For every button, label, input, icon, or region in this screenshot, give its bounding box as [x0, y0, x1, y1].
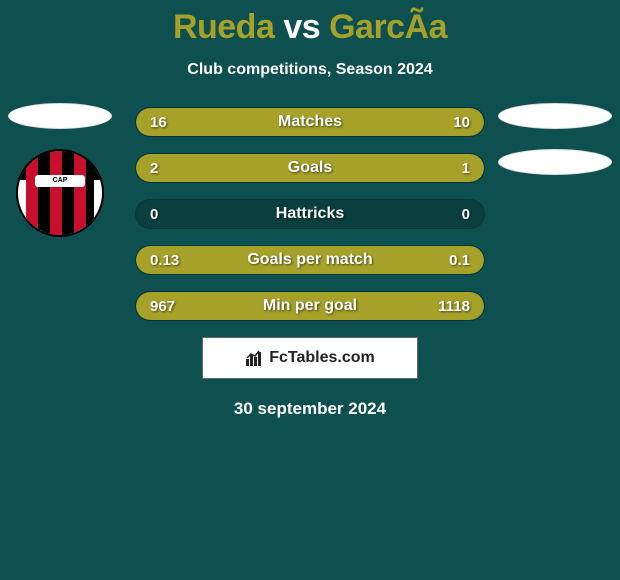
stat-value-left: 16 — [150, 114, 167, 131]
stat-label: Matches — [278, 113, 342, 131]
stat-row: 967 1118 Min per goal — [135, 291, 485, 321]
stat-value-right: 10 — [453, 114, 470, 131]
badge-scroll: CAP — [35, 175, 85, 187]
player1-club-badge: CAP — [16, 149, 104, 237]
stat-bars: 16 10 Matches 2 1 Goals 0 0 Hattricks 0.13 0.1 Goal… — [135, 107, 485, 321]
stat-value-right: 0 — [462, 206, 470, 223]
stat-row: 0 0 Hattricks — [135, 199, 485, 229]
stat-value-right: 1118 — [438, 298, 470, 315]
stat-label: Min per goal — [263, 297, 357, 315]
stat-value-left: 0 — [150, 206, 158, 223]
stat-value-right: 1 — [462, 160, 470, 177]
brand-badge: FcTables.com — [202, 337, 418, 379]
main-content: CAP 1610Matches21Goals00Hattricks0.130.1… — [0, 107, 620, 419]
player2-photo-placeholder — [498, 103, 612, 129]
stat-label: Hattricks — [276, 205, 344, 223]
page-title: Rueda vs GarcÃ­a — [0, 0, 620, 47]
stat-row: 2 1 Goals — [135, 153, 485, 183]
stat-value-left: 967 — [150, 298, 175, 315]
left-column: CAP — [8, 103, 112, 237]
stat-row: 16 10 Matches — [135, 107, 485, 137]
badge-stripes — [26, 151, 94, 235]
vs-text: vs — [283, 8, 320, 46]
stat-value-left: 0.13 — [150, 252, 179, 269]
chart-icon — [245, 349, 263, 367]
player1-name: Rueda — [173, 8, 274, 46]
footer-date: 30 september 2024 — [0, 399, 620, 419]
right-column — [498, 103, 612, 195]
stat-label: Goals per match — [247, 251, 372, 269]
stat-row: 0.13 0.1 Goals per match — [135, 245, 485, 275]
player2-club-placeholder — [498, 149, 612, 175]
brand-text: FcTables.com — [269, 349, 375, 367]
stat-value-right: 0.1 — [449, 252, 470, 269]
stat-value-left: 2 — [150, 160, 158, 177]
player1-photo-placeholder — [8, 103, 112, 129]
comparison-card: Rueda vs GarcÃ­a Club competitions, Seas… — [0, 0, 620, 580]
player2-name: GarcÃ­a — [329, 8, 447, 46]
subtitle: Club competitions, Season 2024 — [0, 61, 620, 79]
stat-label: Goals — [288, 159, 332, 177]
